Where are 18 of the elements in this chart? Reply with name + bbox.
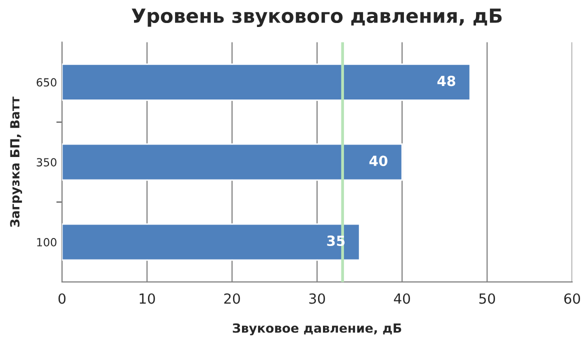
bar — [62, 143, 403, 181]
x-tick-label: 50 — [479, 293, 496, 304]
x-tick-label: 40 — [394, 293, 410, 304]
data-label: 48 — [437, 76, 456, 86]
x-tick-label: 60 — [564, 293, 580, 304]
bar — [62, 223, 360, 261]
y-axis-title: Загрузка БП, Ватт — [10, 96, 22, 227]
bar — [62, 63, 471, 101]
x-tick-label: 20 — [224, 293, 240, 304]
x-tick-label: 30 — [309, 293, 325, 304]
x-tick-label: 0 — [58, 293, 66, 304]
x-axis-title: Звуковое давление, дБ — [232, 323, 402, 336]
y-tick-label: 350 — [36, 158, 56, 166]
data-label: 40 — [369, 156, 388, 166]
chart-title: Уровень звукового давления, дБ — [132, 8, 502, 27]
x-tick-label: 10 — [140, 293, 155, 304]
y-tick-label: 100 — [37, 238, 56, 246]
y-tick-label: 650 — [36, 78, 56, 87]
